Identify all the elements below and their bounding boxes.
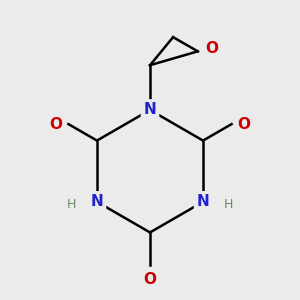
Text: N: N	[144, 103, 156, 118]
Text: H: H	[67, 198, 76, 211]
Text: H: H	[224, 198, 233, 211]
Text: N: N	[89, 193, 104, 211]
Text: N: N	[197, 194, 209, 209]
Text: N: N	[91, 194, 103, 209]
Text: O: O	[143, 272, 157, 287]
Text: O: O	[238, 117, 250, 132]
Text: O: O	[50, 117, 62, 132]
Text: N: N	[142, 101, 158, 119]
Text: N: N	[196, 193, 211, 211]
Text: O: O	[205, 41, 218, 56]
